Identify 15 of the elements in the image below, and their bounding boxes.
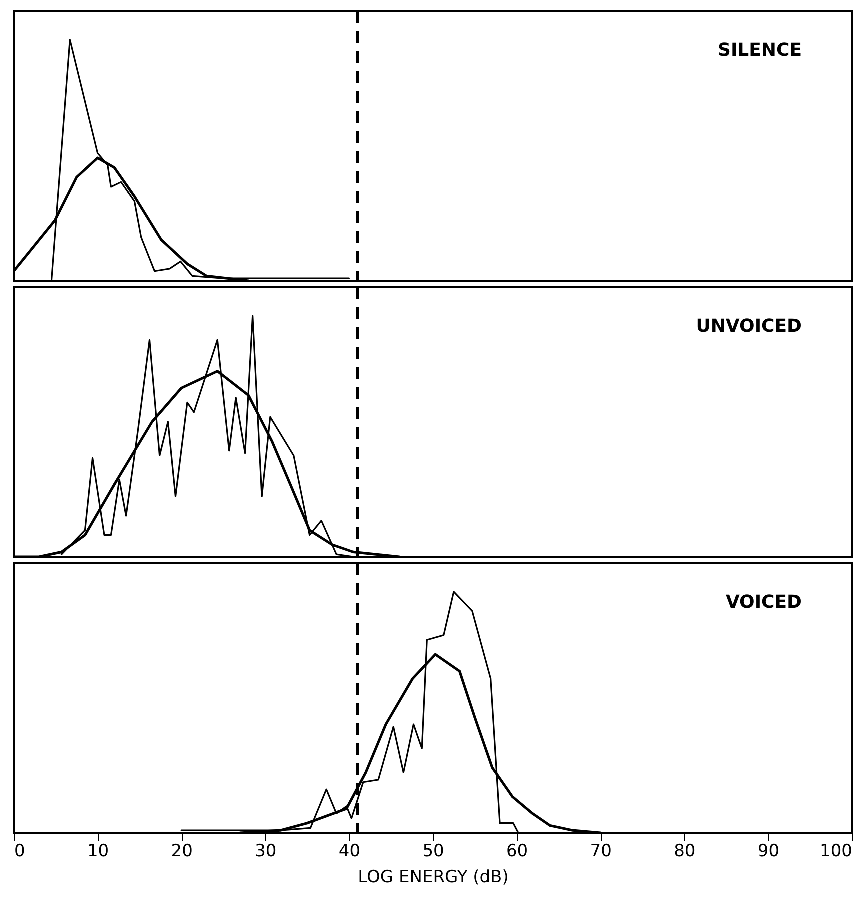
x-tick-label: 90 [758, 842, 780, 862]
x-tick-label: 40 [338, 842, 361, 862]
x-tick-label: 10 [87, 842, 110, 862]
x-tick-label: 30 [255, 842, 277, 862]
x-axis-title: LOG ENERGY (dB) [358, 868, 509, 888]
x-tick-label: 100 [820, 842, 852, 862]
x-tick-label: 60 [506, 842, 528, 862]
annotation: VOICED [726, 592, 802, 613]
annotation: UNVOICED [696, 316, 802, 337]
x-tick-label: 50 [422, 842, 444, 862]
x-tick-label: 70 [590, 842, 612, 862]
x-tick-label: 20 [171, 842, 193, 862]
annotation: SILENCE [718, 40, 802, 61]
x-tick-label: 0 [14, 842, 26, 862]
x-tick-label: 80 [674, 842, 696, 862]
